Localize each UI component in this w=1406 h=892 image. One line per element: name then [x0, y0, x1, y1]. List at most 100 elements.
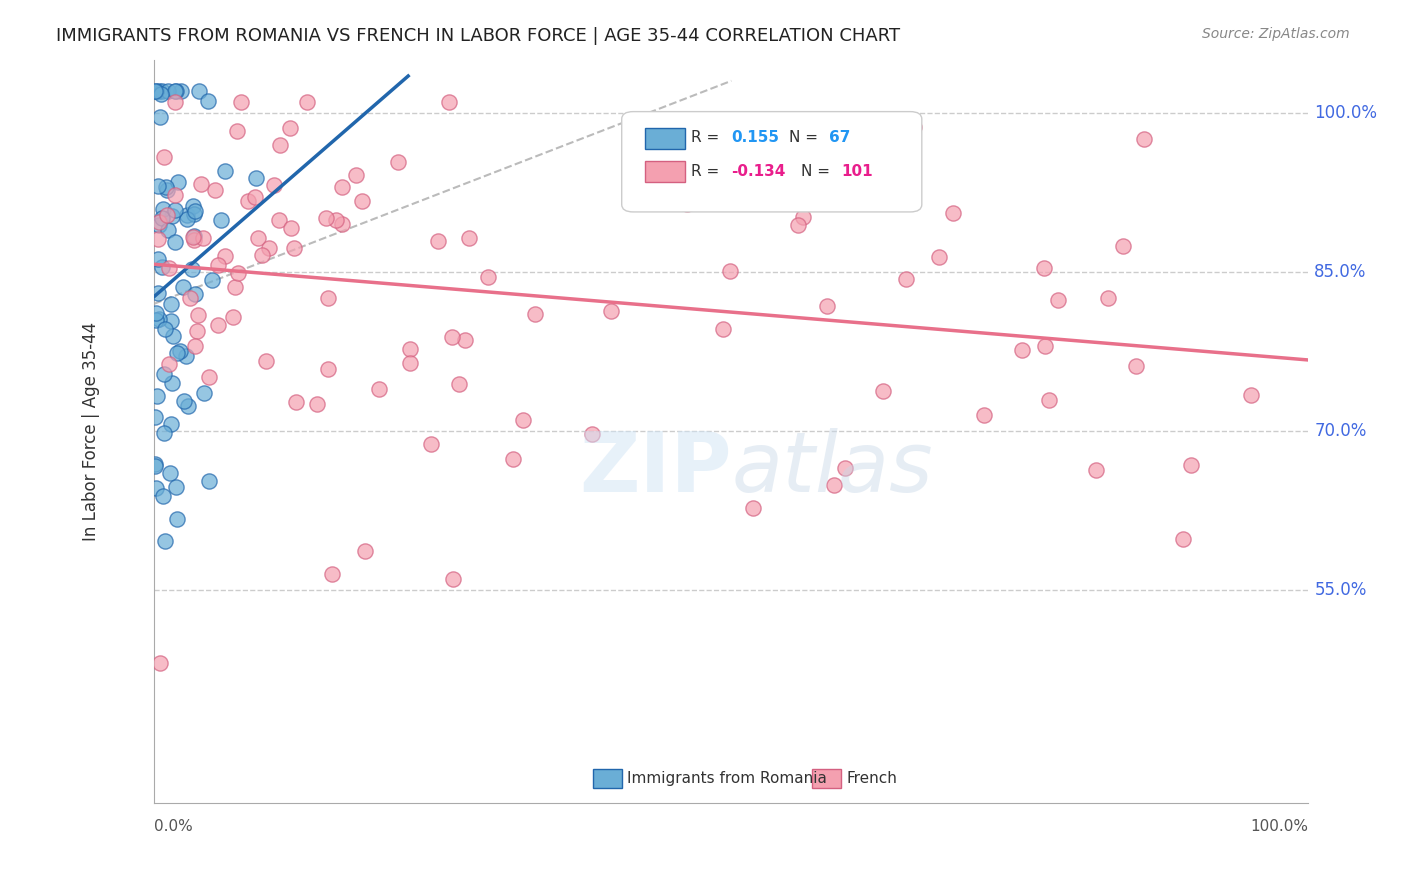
- Point: [246, 230, 269, 244]
- Point: [153, 534, 176, 549]
- Point: [367, 382, 389, 396]
- Point: [207, 318, 229, 333]
- Bar: [645, 161, 685, 182]
- Point: [267, 213, 290, 227]
- Point: [188, 85, 211, 99]
- Point: [449, 376, 471, 391]
- Point: [145, 409, 167, 424]
- Point: [148, 85, 170, 99]
- Text: R =: R =: [690, 130, 724, 145]
- Point: [156, 85, 179, 99]
- Point: [183, 207, 205, 221]
- Point: [733, 136, 755, 150]
- Point: [699, 127, 721, 141]
- Text: R =: R =: [690, 163, 724, 178]
- Point: [458, 231, 481, 245]
- Text: 100.0%: 100.0%: [1315, 103, 1378, 121]
- Point: [159, 417, 181, 431]
- Point: [153, 150, 176, 164]
- Point: [149, 87, 172, 102]
- Point: [441, 330, 464, 344]
- Text: 0.0%: 0.0%: [155, 819, 193, 834]
- Text: ZIP: ZIP: [579, 428, 731, 508]
- Point: [172, 279, 194, 293]
- Bar: [813, 769, 841, 788]
- Text: N =: N =: [789, 130, 823, 145]
- Point: [155, 180, 177, 194]
- Point: [214, 163, 236, 178]
- Point: [176, 212, 198, 227]
- Point: [316, 292, 339, 306]
- Point: [183, 233, 205, 247]
- Point: [1085, 463, 1108, 477]
- Point: [894, 272, 917, 286]
- Point: [399, 356, 422, 370]
- Point: [207, 258, 229, 272]
- Point: [502, 452, 524, 467]
- Point: [477, 269, 499, 284]
- Point: [191, 230, 214, 244]
- Point: [420, 436, 443, 450]
- Text: 85.0%: 85.0%: [1315, 263, 1367, 281]
- Point: [149, 656, 172, 670]
- Point: [148, 232, 170, 246]
- Point: [1033, 339, 1056, 353]
- Point: [152, 202, 174, 216]
- Point: [792, 210, 814, 224]
- Text: 70.0%: 70.0%: [1315, 422, 1367, 440]
- Point: [524, 307, 547, 321]
- Point: [823, 477, 845, 491]
- Point: [156, 208, 179, 222]
- Point: [193, 385, 215, 400]
- Point: [145, 306, 167, 320]
- Point: [146, 179, 169, 194]
- Point: [174, 349, 197, 363]
- Text: N =: N =: [800, 163, 835, 178]
- Text: In Labor Force | Age 35-44: In Labor Force | Age 35-44: [82, 322, 100, 541]
- Point: [263, 178, 285, 192]
- Point: [676, 197, 699, 211]
- Point: [1011, 343, 1033, 358]
- Point: [165, 188, 187, 202]
- Point: [197, 94, 219, 108]
- Point: [868, 189, 890, 203]
- Text: -0.134: -0.134: [731, 163, 786, 178]
- Point: [942, 205, 965, 219]
- Point: [325, 213, 347, 227]
- Point: [252, 248, 274, 262]
- Bar: [593, 769, 621, 788]
- Point: [1047, 293, 1070, 307]
- Point: [198, 474, 221, 488]
- Point: [1097, 291, 1119, 305]
- Point: [321, 567, 343, 582]
- Point: [214, 249, 236, 263]
- Point: [711, 322, 734, 336]
- Text: 101: 101: [841, 163, 873, 178]
- Point: [330, 180, 353, 194]
- Point: [1133, 132, 1156, 146]
- Point: [152, 260, 174, 274]
- Point: [177, 399, 200, 413]
- Point: [145, 458, 167, 473]
- Point: [209, 213, 232, 227]
- Point: [834, 461, 856, 475]
- Text: 67: 67: [830, 130, 851, 145]
- Point: [787, 218, 810, 232]
- Point: [183, 229, 205, 244]
- Point: [157, 357, 180, 371]
- Point: [278, 121, 301, 136]
- Point: [184, 287, 207, 301]
- Text: 100.0%: 100.0%: [1250, 819, 1309, 834]
- Point: [145, 85, 167, 99]
- Point: [166, 346, 188, 360]
- Point: [145, 85, 167, 99]
- Point: [928, 250, 950, 264]
- Point: [198, 370, 221, 384]
- Point: [1032, 261, 1054, 276]
- Text: IMMIGRANTS FROM ROMANIA VS FRENCH IN LABOR FORCE | AGE 35-44 CORRELATION CHART: IMMIGRANTS FROM ROMANIA VS FRENCH IN LAB…: [56, 27, 900, 45]
- Point: [1173, 532, 1195, 546]
- Point: [181, 199, 204, 213]
- Point: [330, 218, 353, 232]
- Point: [344, 168, 367, 182]
- Point: [204, 183, 226, 197]
